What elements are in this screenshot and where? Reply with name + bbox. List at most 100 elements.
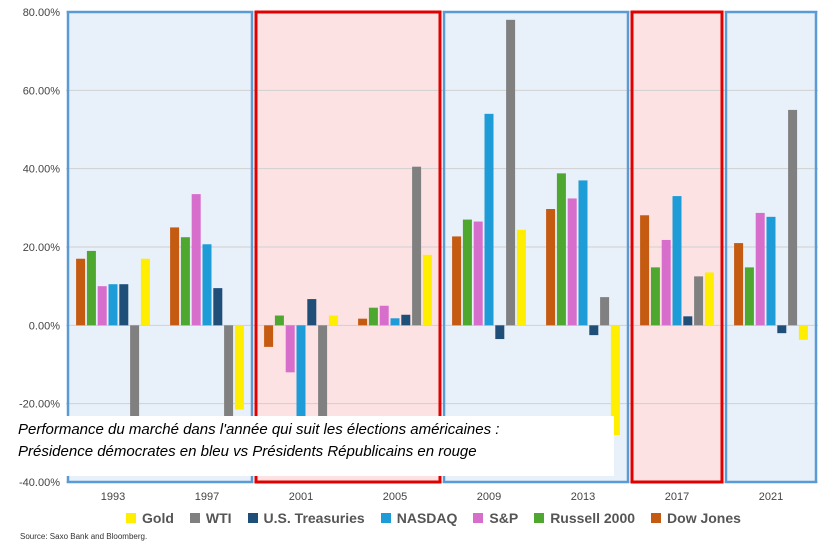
bar-gold-2005 bbox=[422, 254, 432, 326]
bar-russell-2000-2017 bbox=[650, 267, 660, 326]
bar-dow-jones-2021 bbox=[734, 243, 744, 326]
legend-swatch bbox=[651, 513, 662, 523]
region-borders bbox=[66, 10, 818, 484]
y-tick-label: 20.00% bbox=[23, 242, 61, 254]
legend-item: U.S. Treasuries bbox=[247, 510, 365, 526]
y-tick-label: -40.00% bbox=[19, 477, 60, 489]
bar-gold-2001 bbox=[328, 315, 338, 326]
bar-wti-1997 bbox=[224, 325, 234, 435]
bar-s-p-2001 bbox=[285, 325, 295, 373]
bar-dow-jones-1997 bbox=[170, 227, 180, 326]
legend-label: U.S. Treasuries bbox=[263, 510, 365, 526]
legend-item: Russell 2000 bbox=[534, 510, 635, 526]
bar-s-p-1993 bbox=[97, 286, 107, 326]
bar-s-p-2021 bbox=[755, 212, 765, 326]
bar-u-s-treasuries-2009 bbox=[495, 325, 505, 340]
legend-item: Dow Jones bbox=[651, 510, 741, 526]
bar-wti-2005 bbox=[412, 166, 422, 326]
bar-wti-2001 bbox=[318, 325, 328, 435]
democrat-region-border bbox=[724, 10, 818, 484]
legend-swatch bbox=[247, 513, 258, 523]
bar-s-p-2017 bbox=[661, 239, 671, 326]
legend-label: WTI bbox=[205, 510, 232, 526]
bar-dow-jones-2017 bbox=[640, 215, 650, 326]
legend-label: Russell 2000 bbox=[550, 510, 636, 526]
x-tick-label: 2005 bbox=[383, 491, 407, 503]
bar-s-p-1997 bbox=[191, 194, 201, 326]
bar-wti-2013 bbox=[600, 297, 610, 326]
bar-dow-jones-2013 bbox=[546, 209, 556, 326]
bar-nasdaq-2013 bbox=[578, 180, 588, 326]
bar-s-p-2009 bbox=[473, 221, 483, 326]
x-tick-label: 2009 bbox=[477, 491, 501, 503]
chart-legend: Gold WTI U.S. Treasuries NASDAQ S&P Russell 2… bbox=[126, 510, 741, 526]
democrat-region-border bbox=[442, 10, 630, 484]
x-tick-label: 2001 bbox=[289, 491, 313, 503]
bar-gold-2021 bbox=[798, 325, 808, 340]
y-tick-label: 80.00% bbox=[23, 7, 61, 19]
x-tick-label: 1997 bbox=[195, 491, 219, 503]
bar-wti-2017 bbox=[694, 276, 704, 326]
bar-dow-jones-2001 bbox=[264, 325, 274, 347]
bar-u-s-treasuries-2021 bbox=[777, 325, 787, 334]
bar-u-s-treasuries-2001 bbox=[307, 299, 317, 326]
x-tick-label: 2021 bbox=[759, 491, 783, 503]
bar-russell-2000-2005 bbox=[368, 307, 378, 326]
bar-s-p-2013 bbox=[567, 198, 577, 326]
legend-swatch bbox=[189, 513, 200, 523]
bar-u-s-treasuries-2005 bbox=[401, 314, 411, 326]
legend-swatch bbox=[534, 513, 545, 523]
bar-dow-jones-2009 bbox=[452, 236, 462, 326]
x-axis: 1993 1997 2001 2005 2009 2013 2017 2021 bbox=[101, 491, 783, 503]
legend-item: S&P bbox=[473, 510, 518, 526]
bar-dow-jones-1993 bbox=[76, 258, 86, 326]
bar-gold-2009 bbox=[516, 229, 526, 326]
bar-wti-1993 bbox=[130, 325, 140, 424]
bar-nasdaq-2017 bbox=[672, 196, 682, 326]
democrat-region-border bbox=[66, 10, 254, 484]
bar-s-p-2005 bbox=[379, 305, 389, 326]
y-axis: -40.00% -20.00% 0.00% 20.00% 40.00% 60.00% 80.… bbox=[19, 7, 60, 489]
x-tick-label: 1993 bbox=[101, 491, 125, 503]
bar-gold-1993 bbox=[140, 258, 150, 326]
bar-gold-1997 bbox=[234, 325, 244, 410]
legend-swatch bbox=[473, 513, 484, 523]
bar-nasdaq-2001 bbox=[296, 325, 306, 424]
bar-nasdaq-2005 bbox=[390, 318, 400, 326]
bar-nasdaq-2021 bbox=[766, 216, 776, 326]
bar-russell-2000-2021 bbox=[744, 267, 754, 326]
y-tick-label: 60.00% bbox=[23, 85, 61, 97]
x-tick-label: 2017 bbox=[665, 491, 689, 503]
legend-label: NASDAQ bbox=[396, 510, 458, 526]
bar-russell-2000-2001 bbox=[274, 315, 284, 326]
republican-region-border bbox=[630, 10, 724, 484]
source-note: Source: Saxo Bank and Bloomberg. bbox=[20, 532, 148, 541]
bar-russell-2000-1993 bbox=[86, 250, 96, 326]
legend-label: Gold bbox=[142, 510, 174, 526]
caption-line-2: Présidence démocrates en bleu vs Préside… bbox=[18, 443, 477, 460]
bar-nasdaq-1993 bbox=[108, 284, 118, 326]
legend-swatch bbox=[126, 513, 136, 523]
bar-nasdaq-1997 bbox=[202, 244, 212, 326]
legend-label: S&P bbox=[489, 510, 519, 526]
bar-u-s-treasuries-1997 bbox=[213, 288, 223, 326]
bar-u-s-treasuries-2017 bbox=[683, 316, 693, 326]
bar-russell-2000-1997 bbox=[180, 237, 190, 326]
legend-item: NASDAQ bbox=[380, 510, 458, 526]
legend-item: Gold bbox=[126, 510, 174, 526]
x-tick-label: 2013 bbox=[571, 491, 595, 503]
bar-gold-2017 bbox=[704, 272, 714, 326]
bar-russell-2000-2009 bbox=[462, 219, 472, 326]
y-tick-label: 0.00% bbox=[29, 320, 60, 332]
legend-item: WTI bbox=[189, 510, 232, 526]
bar-wti-2021 bbox=[788, 109, 798, 326]
y-tick-label: 40.00% bbox=[23, 164, 61, 176]
y-tick-label: -20.00% bbox=[19, 399, 60, 411]
republican-region-border bbox=[254, 10, 442, 484]
bar-u-s-treasuries-2013 bbox=[589, 325, 599, 336]
chart-caption: Performance du marché dans l'année qui s… bbox=[14, 416, 614, 476]
bar-wti-2009 bbox=[506, 19, 516, 326]
bar-dow-jones-2005 bbox=[358, 318, 368, 326]
bars bbox=[76, 19, 808, 435]
